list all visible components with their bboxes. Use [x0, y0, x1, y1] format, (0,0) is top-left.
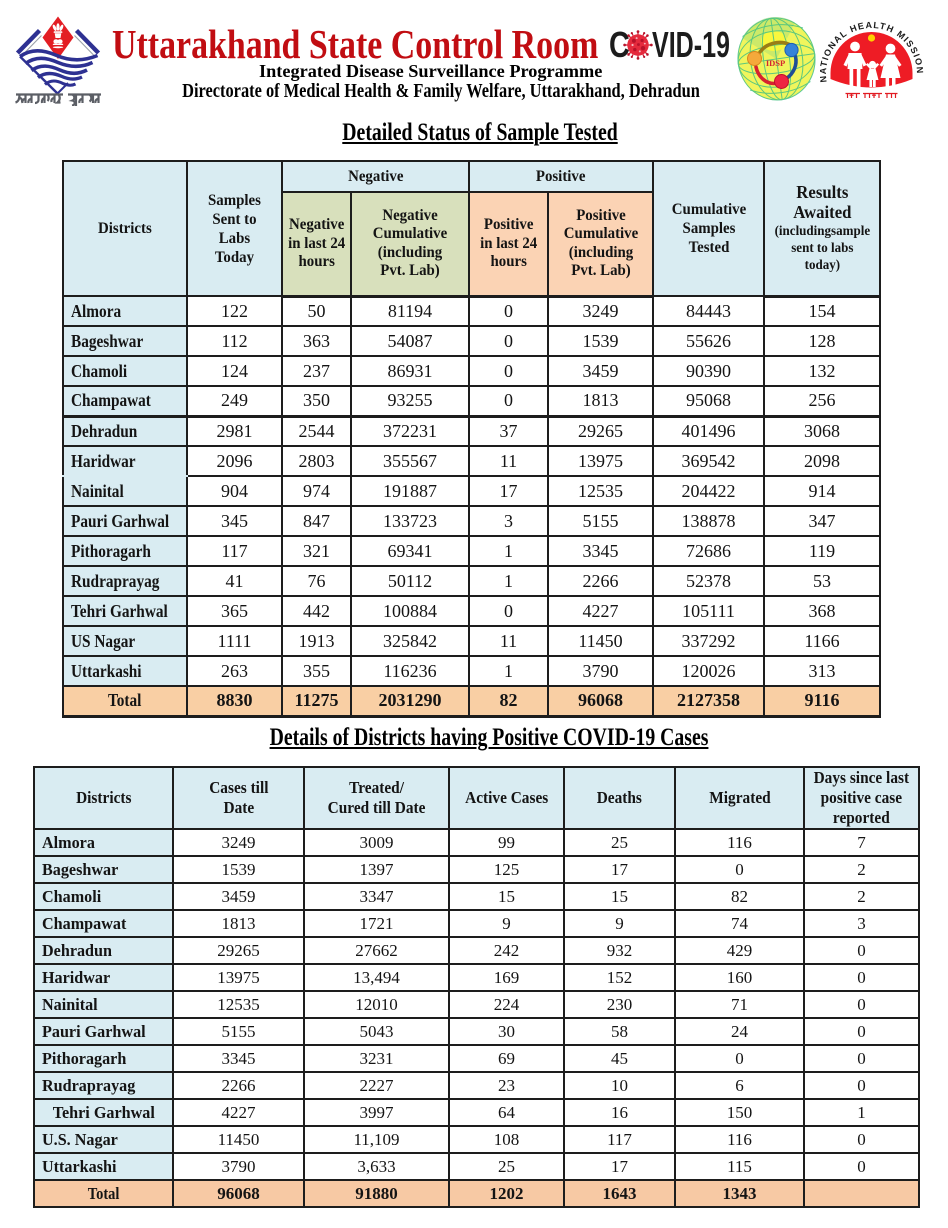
svg-text:IDSP: IDSP — [766, 58, 785, 68]
